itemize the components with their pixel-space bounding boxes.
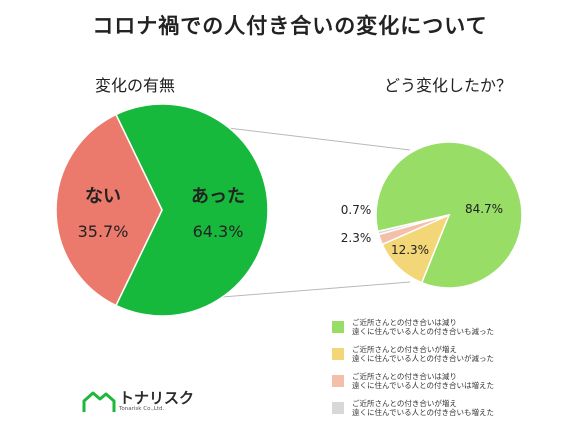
legend-line1: ご近所さんとの付き合いは減り xyxy=(352,372,457,381)
slice-value-label: 12.3% xyxy=(391,243,429,257)
legend-line2: 遠くに住んでいる人との付き合いは増えた xyxy=(352,381,495,390)
legend-item: ご近所さんとの付き合いは減り 遠くに住んでいる人との付き合いも減った xyxy=(332,318,572,336)
legend-line1: ご近所さんとの付き合いが増え xyxy=(352,345,457,354)
slice-value-label: 35.7% xyxy=(78,222,129,241)
slice-value-label: 0.7% xyxy=(341,203,372,217)
logo-subtitle: Tonarisk Co.,Ltd. xyxy=(119,406,165,412)
legend-line2: 遠くに住んでいる人との付き合いも増えた xyxy=(352,408,495,417)
chart-title: コロナ禍での人付き合いの変化について xyxy=(92,14,488,38)
legend: ご近所さんとの付き合いは減り 遠くに住んでいる人との付き合いも減った ご近所さんと… xyxy=(332,318,572,426)
legend-item: ご近所さんとの付き合いが増え 遠くに住んでいる人との付き合いが減った xyxy=(332,345,572,363)
legend-line1: ご近所さんとの付き合いは減り xyxy=(352,318,457,327)
slice-value-label: 2.3% xyxy=(341,231,372,245)
legend-line1: ご近所さんとの付き合いが増え xyxy=(352,399,457,408)
house-logo-icon xyxy=(82,391,116,412)
left-pie-title: 変化の有無 xyxy=(95,76,176,95)
legend-swatch xyxy=(332,375,344,387)
legend-swatch xyxy=(332,402,344,414)
right-pie-title: どう変化したか？ xyxy=(384,76,513,95)
legend-item: ご近所さんとの付き合いは減り 遠くに住んでいる人との付き合いは増えた xyxy=(332,372,572,390)
legend-line2: 遠くに住んでいる人との付き合いが減った xyxy=(352,354,495,363)
company-logo: トナリスク Tonarisk Co.,Ltd. xyxy=(82,390,194,414)
slice-label: ない xyxy=(85,186,121,207)
slice-value-label: 84.7% xyxy=(465,202,503,216)
slice-label: あった xyxy=(191,186,245,207)
logo-name: トナリスク xyxy=(119,389,195,407)
legend-swatch xyxy=(332,348,344,360)
legend-line2: 遠くに住んでいる人との付き合いも減った xyxy=(352,327,495,336)
pie-slice xyxy=(376,214,450,236)
pie-slice xyxy=(55,113,163,307)
pie-slice xyxy=(114,103,269,317)
legend-item: ご近所さんとの付き合いが増え 遠くに住んでいる人との付き合いも増えた xyxy=(332,399,572,417)
legend-swatch xyxy=(332,321,344,333)
slice-value-label: 64.3% xyxy=(193,222,244,241)
